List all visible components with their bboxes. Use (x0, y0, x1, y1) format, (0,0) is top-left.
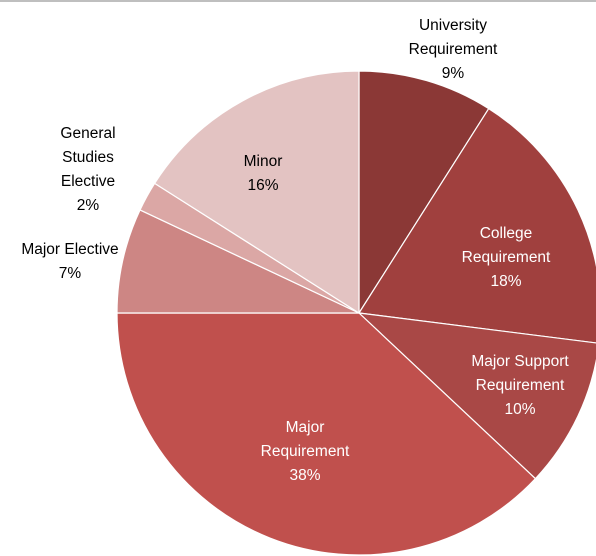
pie-slice-label-line: Elective (61, 173, 115, 190)
pie-slice-value: 16% (247, 177, 278, 194)
pie-slice-label-3: Major Requirement 38% (261, 419, 350, 484)
pie-slice-label-line: Requirement (409, 41, 498, 58)
pie-slice-6 (153, 70, 360, 315)
pie-slice-label-line: Requirement (261, 443, 350, 460)
pie-slice-label-5: General Studies Elective 2% (60, 125, 115, 214)
pie-slice-0 (358, 70, 490, 316)
pie-slice-label-line: Studies (62, 149, 114, 166)
pie-slice-label-line: Major Elective (21, 241, 118, 258)
pie-slice-label-4: Major Elective 7% (21, 241, 118, 282)
pie-slice-label-2: Major Support Requirement 10% (471, 353, 569, 418)
chart-frame-border (0, 0, 596, 2)
pie-slice-4 (116, 209, 360, 314)
pie-slice-value: 38% (289, 467, 320, 484)
pie-slice-label-line: General (60, 125, 115, 142)
pie-slice-label-line: Requirement (462, 249, 551, 266)
pie-slice-2 (357, 312, 596, 480)
pie-slice-value: 9% (442, 65, 465, 82)
pie-slice-label-1: College Requirement 18% (462, 225, 551, 290)
pie-slice-label-line: Requirement (476, 377, 565, 394)
pie-slice-value: 18% (490, 273, 521, 290)
pie-slice-value: 7% (59, 265, 82, 282)
pie-slice-label-line: College (480, 225, 533, 242)
pie-slice-1 (357, 107, 596, 344)
pie-slice-label-6: Minor 16% (244, 153, 283, 194)
pie-slice-label-0: University Requirement 9% (409, 17, 498, 82)
pie-slice-3 (116, 312, 537, 556)
pie-slice-label-line: Major (286, 419, 325, 436)
pie-slice-label-line: Minor (244, 153, 283, 170)
pie-slice-value: 2% (77, 197, 100, 214)
pie-slice-label-line: University (419, 17, 487, 34)
pie-slice-label-line: Major Support (471, 353, 569, 370)
pie-slice-value: 10% (504, 401, 535, 418)
